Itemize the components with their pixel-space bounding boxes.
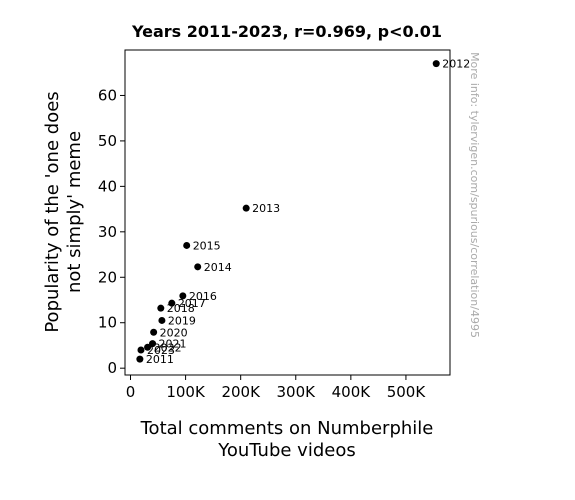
y-tick-label: 50: [98, 132, 117, 150]
data-point-2016: [179, 292, 187, 300]
plot-frame: [124, 49, 451, 376]
data-point-2020: [150, 328, 158, 336]
data-point-2015: [183, 241, 191, 249]
point-label-2012: 2012: [442, 58, 470, 71]
y-tick-label: 60: [98, 86, 117, 104]
data-point-2017: [168, 299, 176, 307]
x-axis-label-line-2: YouTube videos: [217, 440, 355, 461]
point-label-2014: 2014: [204, 261, 232, 274]
point-label-2016: 2016: [189, 290, 217, 303]
data-point-2011: [136, 355, 144, 363]
point-label-2019: 2019: [168, 314, 196, 327]
point-label-2017: 2017: [178, 297, 206, 310]
x-axis-label-line-1: Total comments on Numberphile: [140, 418, 434, 439]
x-axis-ticks: 0 100K 200K 300K 400K 500K: [126, 375, 427, 401]
point-label-2023: 2023: [147, 344, 175, 357]
y-axis-label-line-2: not simply' meme: [64, 131, 85, 293]
data-points: 2011 2012 2013 2014 2015 20162017201820192020…: [136, 58, 470, 366]
x-tick-label: 200K: [221, 383, 261, 401]
x-tick-label: 300K: [277, 383, 317, 401]
x-tick-label: 500K: [387, 383, 427, 401]
point-label-2022: 2022: [154, 341, 182, 354]
data-point-2019: [158, 316, 166, 324]
x-tick-label: 400K: [332, 383, 372, 401]
point-label-2018: 2018: [167, 302, 195, 315]
data-point-2023: [137, 346, 145, 354]
point-label-2015: 2015: [193, 239, 221, 252]
point-label-2011: 2011: [146, 353, 174, 366]
y-axis-ticks: 0 10 20 30 40 50 60: [98, 86, 125, 377]
x-tick-label: 0: [126, 383, 136, 401]
data-point-2012: [432, 60, 440, 68]
data-point-2013: [242, 204, 250, 212]
y-axis-label-line-1: Popularity of the 'one does: [42, 91, 63, 332]
y-tick-label: 10: [98, 314, 117, 332]
data-point-2018: [157, 304, 165, 312]
data-point-2021: [149, 340, 157, 348]
data-point-2022: [144, 343, 152, 351]
y-tick-label: 0: [107, 359, 117, 377]
point-label-2020: 2020: [160, 326, 188, 339]
point-label-2021: 2021: [159, 338, 187, 351]
y-tick-label: 30: [98, 223, 117, 241]
x-tick-label: 100K: [166, 383, 206, 401]
watermark-text: More info: tylervigen.com/spurious/corre…: [468, 52, 481, 338]
y-tick-label: 20: [98, 268, 117, 286]
y-tick-label: 40: [98, 177, 117, 195]
point-label-2013: 2013: [252, 202, 280, 215]
data-point-2014: [194, 263, 202, 271]
chart-title: Years 2011-2023, r=0.969, p<0.01: [131, 22, 442, 41]
